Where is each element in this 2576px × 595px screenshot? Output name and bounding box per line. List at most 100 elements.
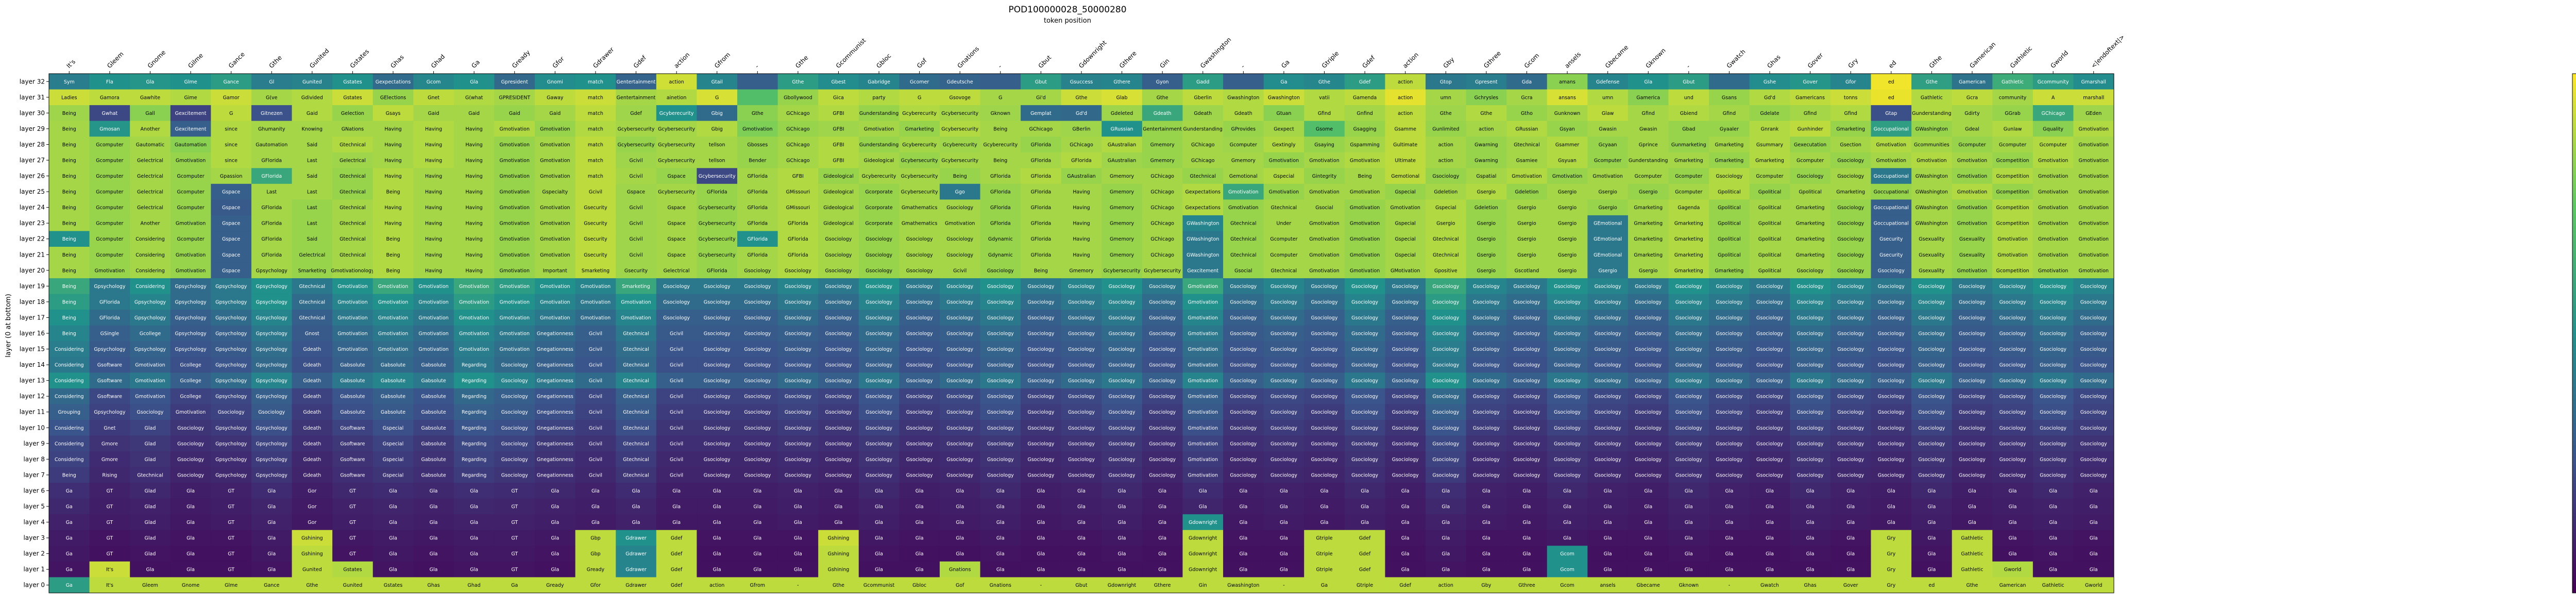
cell-token-label: GChicago (1150, 190, 1174, 195)
column-labels: It's Gleem Gnome Gilme Gance Gthe Gunited Gstat… (65, 33, 2126, 74)
heatmap-cell (1021, 199, 1062, 216)
heatmap-cell (1385, 74, 1426, 90)
cell-token-label: Gsociology (866, 315, 892, 321)
heatmap-cell (1426, 137, 1467, 153)
cell-token-label: Gpolitical (1758, 252, 1782, 258)
cell-token-label: Gmemory (1231, 158, 1256, 164)
cell-token-label: Gsociology (1068, 472, 1095, 478)
cell-token-label: Gla (996, 536, 1005, 541)
cell-token-label: Gaid (428, 111, 439, 116)
cell-token-label: Having (466, 174, 483, 179)
cell-token-label: Being (62, 472, 76, 478)
heatmap-cell (1101, 137, 1143, 153)
cell-token-label: Gsociology (1270, 472, 1297, 478)
cell-token-label: Gsociology (1554, 457, 1581, 463)
cell-token-label: Gnegationness (537, 410, 573, 415)
cell-token-label: Gsociology (946, 252, 973, 258)
cell-token-label: Gsergio (1477, 236, 1496, 242)
cell-token-label: Gspace (668, 205, 686, 211)
cell-token-label: ainetion (667, 95, 687, 100)
cell-token-label: Gsociology (1797, 394, 1824, 400)
column-tick-label: Ghas (389, 54, 405, 70)
heatmap-cell (535, 183, 576, 200)
cell-token-label: Gsociology (1959, 378, 1986, 384)
cell-token-label: Gcomputer (96, 252, 123, 258)
cell-token-label: Gla (1401, 536, 1410, 541)
cell-token-label: Gla (1401, 551, 1410, 557)
heatmap-cell (1426, 74, 1467, 90)
cell-token-label: Gdeletion (1475, 205, 1498, 211)
cell-token-label: GMotivation (1391, 268, 1420, 274)
cell-token-label: Gcivil (589, 410, 602, 415)
cell-token-label: Gathletic (1961, 567, 1983, 573)
cell-token-label: Gla (632, 504, 640, 510)
heatmap-cell (453, 121, 495, 137)
cell-token-label: Gabsolute (340, 378, 365, 384)
x-axis-label: token position (1044, 17, 1091, 25)
cell-token-label: GFlorida (99, 315, 120, 321)
cell-token-label: Gsociology (825, 252, 852, 258)
cell-token-label: match (588, 95, 603, 100)
cell-token-label: Gitnezen (261, 111, 282, 116)
heatmap-cell (251, 152, 293, 168)
cell-token-label: Being (62, 190, 76, 195)
cell-token-label: Gsociology (1999, 315, 2026, 321)
cell-token-label: Gla (1482, 488, 1490, 494)
cell-token-label: Gdownright (1108, 583, 1137, 588)
cell-token-label: Gcivil (629, 252, 642, 258)
cell-token-label: Gaway (547, 95, 564, 100)
cell-token-label: Gsociology (177, 426, 204, 431)
cell-token-label: Gla (591, 520, 600, 525)
heatmap-cell (858, 183, 900, 200)
cell-token-label: Gla (470, 536, 478, 541)
heatmap-cell (413, 137, 454, 153)
cell-token-label: Gunderstanding (1629, 158, 1668, 164)
heatmap-cell (737, 215, 778, 231)
cell-token-label: Gsociology (906, 252, 933, 258)
cell-token-label: Gsociology (704, 410, 731, 415)
cell-token-label: Gtechnical (299, 315, 326, 321)
cell-token-label: Gmotivation (2078, 268, 2108, 274)
cell-token-label: Gcompetition (1996, 205, 2029, 211)
cell-token-label: Gsoftware (97, 363, 122, 368)
cell-token-label: GT (349, 488, 356, 494)
cell-token-label: Considering (135, 252, 165, 258)
row-tick-label: layer 27 (20, 157, 45, 164)
cell-token-label: Gsociology (501, 378, 528, 384)
cell-token-label: Gagenda (1677, 205, 1700, 211)
cell-token-label: Gsociology (1392, 347, 1419, 352)
cell-token-label: Gsociology (1675, 347, 1702, 352)
cell-token-label: Gla (1806, 567, 1815, 573)
row-tick-label: layer 18 (20, 298, 45, 305)
column-tick-label: Gknown (1644, 47, 1667, 70)
row-tick-label: layer 19 (20, 282, 45, 290)
cell-token-label: Gpsychology (215, 457, 247, 463)
cell-token-label: Gsociology (1554, 299, 1581, 305)
cell-token-label: Gpsychology (175, 347, 207, 352)
cell-token-label: Gla (1846, 488, 1855, 494)
heatmap-cell (1830, 199, 1871, 216)
cell-token-label: Gspace (668, 236, 686, 242)
cell-token-label: Gsexuality (1919, 252, 1944, 258)
cell-token-label: Gsociology (663, 284, 690, 290)
cell-token-label: Gla (916, 567, 924, 573)
cell-token-label: Gla (956, 536, 964, 541)
heatmap-cell (1587, 152, 1629, 168)
cell-token-label: Gsociology (744, 378, 771, 384)
cell-token-label: Gsociology (704, 363, 731, 368)
cell-token-label: Gmarketing (905, 126, 934, 132)
cell-token-label: GWashington (1916, 221, 1948, 227)
cell-token-label: Gsociology (1109, 472, 1136, 478)
heatmap-cell (1385, 183, 1426, 200)
cell-token-label: Gmotivation (500, 126, 530, 132)
cell-token-label: Having (1073, 190, 1090, 195)
heatmap-cell (535, 105, 576, 122)
cell-token-label: marshall (2083, 95, 2104, 100)
cell-token-label: Gsociology (1797, 363, 1824, 368)
heatmap-cell (1426, 89, 1467, 106)
heatmap-cell (899, 215, 940, 231)
cell-token-label: Gsociology (1878, 426, 1905, 431)
heatmap-cell (1061, 121, 1102, 137)
cell-token-label: Gla (2009, 536, 2017, 541)
cell-token-label: Gla (2090, 567, 2098, 573)
